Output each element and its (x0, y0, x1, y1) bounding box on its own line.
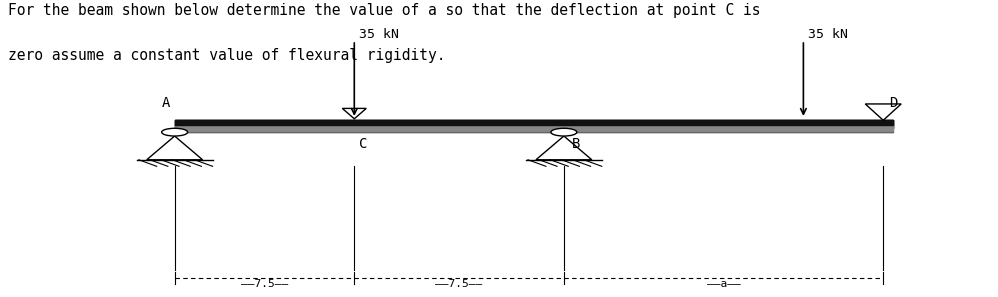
Text: C: C (359, 137, 367, 151)
Text: B: B (572, 137, 580, 151)
Text: zero assume a constant value of flexural rigidity.: zero assume a constant value of flexural… (8, 48, 445, 63)
Text: —–7.5—–: —–7.5—– (435, 279, 483, 289)
Circle shape (551, 128, 577, 136)
Text: A: A (162, 96, 170, 110)
Text: —–7.5—–: —–7.5—– (241, 279, 288, 289)
Text: For the beam shown below determine the value of a so that the deflection at poin: For the beam shown below determine the v… (8, 3, 760, 18)
Text: 35 kN: 35 kN (359, 28, 399, 41)
Text: 35 kN: 35 kN (808, 28, 848, 41)
Text: —–a—–: —–a—– (707, 279, 741, 289)
Text: D: D (889, 96, 897, 110)
Circle shape (162, 128, 188, 136)
